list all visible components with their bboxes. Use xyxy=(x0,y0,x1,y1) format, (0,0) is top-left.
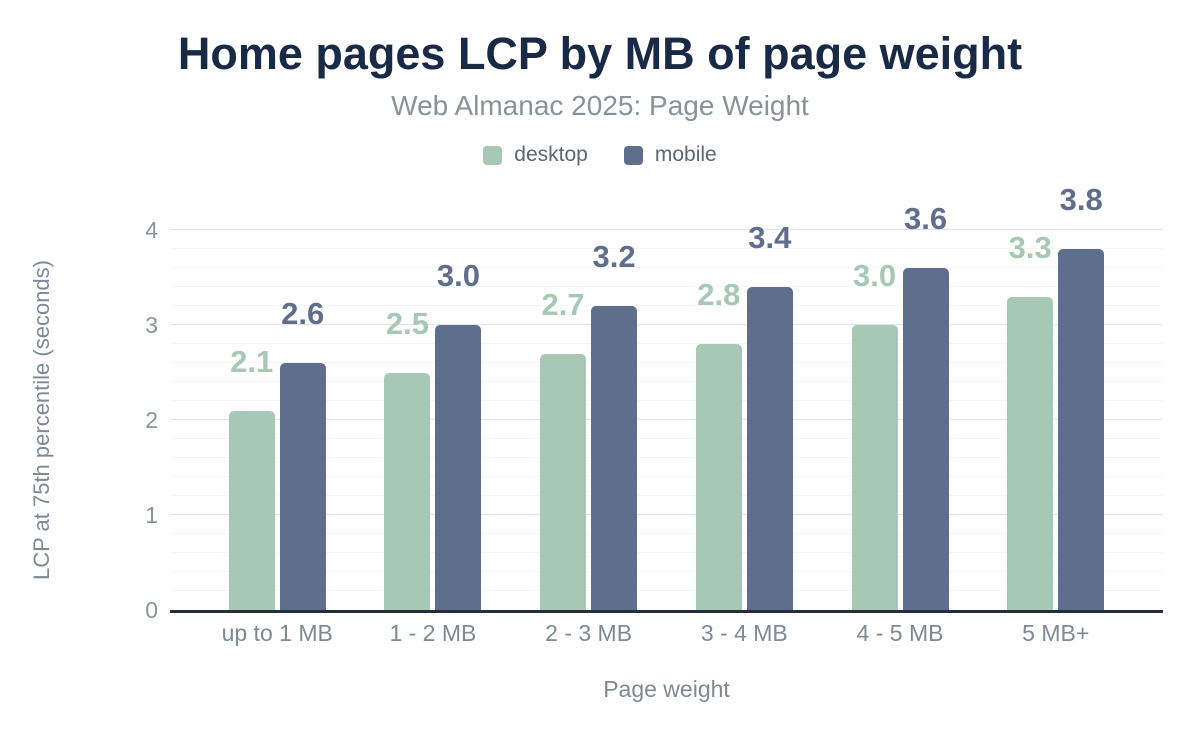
mobile-bar: 3.0 xyxy=(435,260,482,610)
legend-item-desktop: desktop xyxy=(483,143,588,167)
minor-gridline xyxy=(170,362,1163,363)
minor-gridline xyxy=(170,248,1163,249)
legend-swatch-desktop xyxy=(483,145,503,165)
minor-gridline xyxy=(170,286,1163,287)
major-gridline xyxy=(170,419,1163,420)
desktop-value-label: 3.3 xyxy=(1008,229,1052,265)
mobile-bar: 2.6 xyxy=(279,298,326,610)
minor-gridline xyxy=(170,400,1163,401)
mobile-bar: 3.2 xyxy=(591,241,638,610)
mobile-value-label: 3.4 xyxy=(748,220,792,255)
x-tick-label: 2 - 3 MB xyxy=(545,620,633,646)
desktop-bar: 3.0 xyxy=(851,260,898,610)
y-tick-label: 3 xyxy=(145,312,158,338)
bar-group: 2.5 3.0 1 - 2 MB xyxy=(384,230,482,645)
desktop-bar: 2.5 xyxy=(384,308,431,610)
y-tick-label: 4 xyxy=(145,217,158,243)
desktop-bar: 2.7 xyxy=(540,289,587,610)
x-tick-label: up to 1 MB xyxy=(221,620,333,646)
desktop-value-label: 2.8 xyxy=(697,277,741,312)
desktop-value-label: 3.0 xyxy=(852,258,897,293)
major-gridline xyxy=(170,324,1163,325)
minor-gridline xyxy=(170,457,1163,458)
mobile-bar: 3.8 xyxy=(1058,184,1105,610)
minor-gridline xyxy=(170,381,1163,382)
legend-item-mobile: mobile xyxy=(623,143,717,167)
desktop-bar: 2.8 xyxy=(695,279,742,610)
legend-label-mobile: mobile xyxy=(654,143,717,166)
minor-gridline xyxy=(170,571,1163,572)
legend-swatch-mobile xyxy=(623,145,643,165)
bar-group: 2.8 3.4 3 - 4 MB xyxy=(695,222,793,645)
bar-group: 3.0 3.6 4 - 5 MB xyxy=(851,203,949,645)
legend-label-desktop: desktop xyxy=(514,143,588,166)
minor-gridline xyxy=(170,476,1163,477)
bar-group: 3.3 3.8 5 MB+ xyxy=(1007,184,1105,645)
minor-gridline xyxy=(170,590,1163,591)
mobile-bar: 3.6 xyxy=(902,203,949,610)
desktop-bar: 3.3 xyxy=(1007,232,1054,610)
x-tick-label: 1 - 2 MB xyxy=(389,620,477,646)
mobile-value-label: 3.6 xyxy=(903,201,948,236)
minor-gridline xyxy=(170,552,1163,553)
desktop-bar: 2.1 xyxy=(228,346,275,610)
y-tick-label: 0 xyxy=(145,597,158,623)
x-tick-label: 3 - 4 MB xyxy=(700,620,788,646)
y-axis-title-wrap: LCP at 75th percentile (seconds) xyxy=(22,230,62,610)
minor-gridline xyxy=(170,438,1163,439)
bar-group: 2.7 3.2 2 - 3 MB xyxy=(540,230,638,645)
desktop-value-label: 2.7 xyxy=(541,286,585,322)
mobile-bar: 3.4 xyxy=(746,222,793,610)
major-gridline xyxy=(170,229,1163,230)
y-axis-ticks: 0 1 2 3 4 xyxy=(100,218,158,622)
mobile-value-label: 3.8 xyxy=(1059,182,1103,217)
plot-area: 2.1 2.6 up to 1 MB 2.5 3.0 1 - 2 MB 2.7 3.2 2 - … xyxy=(170,184,1163,645)
mobile-value-label: 3.0 xyxy=(436,258,480,293)
minor-gridline xyxy=(170,533,1163,534)
bar-group: 2.1 2.6 up to 1 MB xyxy=(222,230,333,645)
x-tick-label: 4 - 5 MB xyxy=(856,620,944,646)
y-tick-label: 1 xyxy=(145,502,158,528)
major-gridline xyxy=(170,514,1163,515)
mobile-value-label: 3.2 xyxy=(592,239,636,274)
minor-gridline xyxy=(170,343,1163,344)
minor-gridline xyxy=(170,495,1163,496)
y-tick-label: 2 xyxy=(145,407,158,433)
legend: desktop mobile xyxy=(0,143,1200,167)
x-axis-title: Page weight xyxy=(603,676,730,702)
chart-subtitle: Web Almanac 2025: Page Weight xyxy=(391,90,809,121)
y-axis-title: LCP at 75th percentile (seconds) xyxy=(29,260,54,580)
minor-gridline xyxy=(170,267,1163,268)
chart-title: Home pages LCP by MB of page weight xyxy=(177,28,1023,79)
minor-gridline xyxy=(170,305,1163,306)
mobile-value-label: 2.6 xyxy=(281,296,325,331)
desktop-value-label: 2.1 xyxy=(230,343,274,379)
desktop-value-label: 2.5 xyxy=(385,305,429,341)
x-tick-label: 5 MB+ xyxy=(1022,620,1090,646)
